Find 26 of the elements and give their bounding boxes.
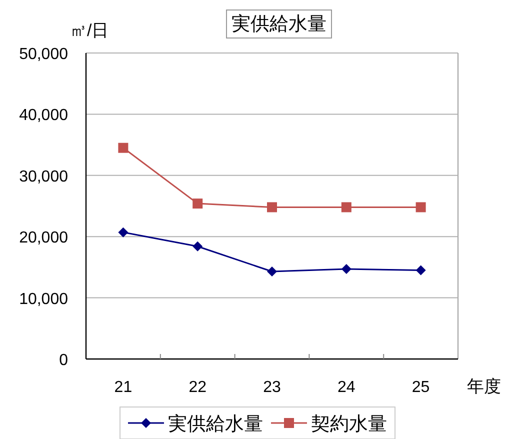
y-axis-title: ㎥/日 xyxy=(70,21,109,40)
point xyxy=(118,142,128,153)
x-tick-label: 22 xyxy=(188,379,207,396)
y-tick-label: 40,000 xyxy=(19,107,68,124)
x-tick-label: 23 xyxy=(263,379,281,396)
x-tick-label: 25 xyxy=(412,379,430,396)
x-axis-title: 年度 xyxy=(467,377,501,396)
point xyxy=(341,264,352,274)
point xyxy=(267,202,277,212)
legend-label: 契約水量 xyxy=(311,414,387,435)
legend-label: 実供給水量 xyxy=(168,413,263,435)
point xyxy=(416,265,426,276)
point xyxy=(192,241,203,252)
y-tick-label: 0 xyxy=(59,352,68,369)
chart-title: 実供給水量 xyxy=(232,13,326,35)
y-tick-label: 10,000 xyxy=(19,290,68,308)
x-tick-label: 24 xyxy=(338,379,356,396)
point xyxy=(267,266,277,276)
point xyxy=(416,202,426,212)
point xyxy=(341,202,352,212)
x-tick-label: 21 xyxy=(114,379,132,396)
y-tick-label: 20,000 xyxy=(19,230,68,247)
y-tick-label: 50,000 xyxy=(19,46,68,63)
y-tick-label: 30,000 xyxy=(19,168,68,186)
point xyxy=(118,227,128,238)
point xyxy=(192,198,203,209)
